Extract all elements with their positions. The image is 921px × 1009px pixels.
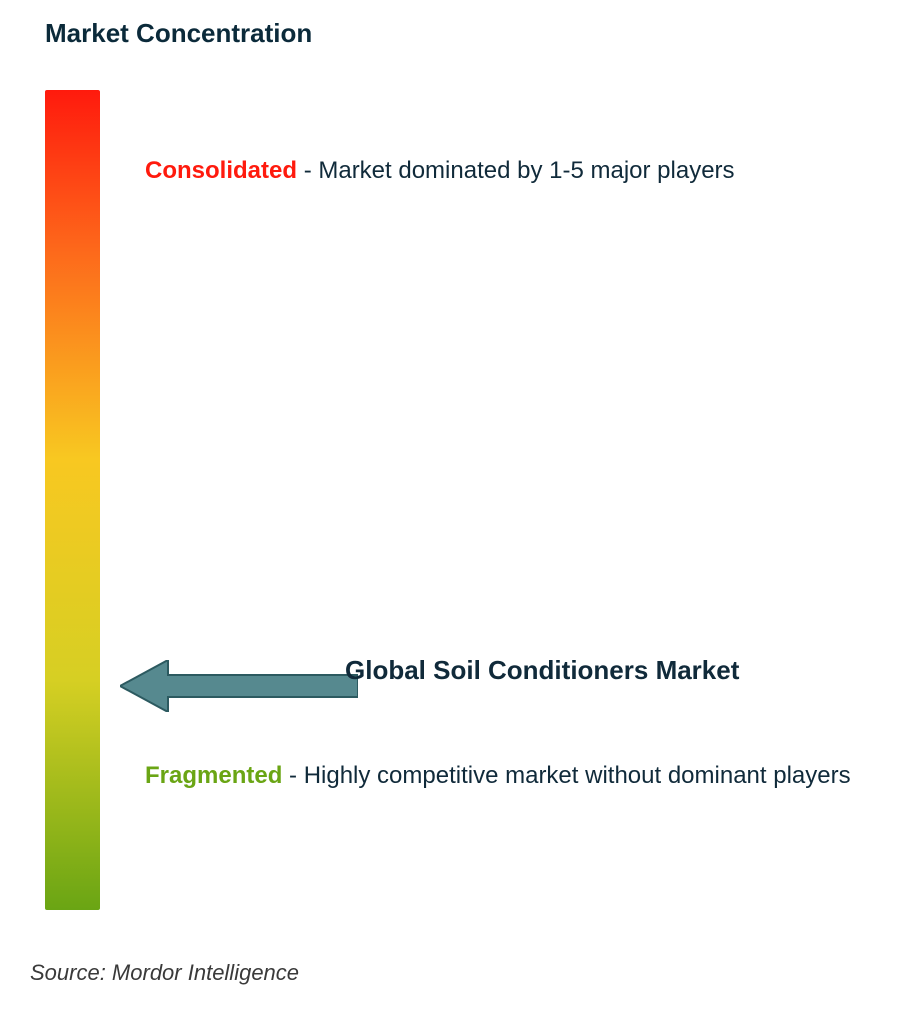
market-name-label: Global Soil Conditioners Market — [345, 655, 739, 686]
fragmented-label-row: Fragmented - Highly competitive market w… — [145, 760, 851, 792]
arrow-icon — [120, 660, 358, 712]
position-arrow — [120, 660, 358, 712]
concentration-gradient-bar — [45, 90, 100, 910]
fragmented-key: Fragmented — [145, 762, 282, 789]
consolidated-description: - Market dominated by 1-5 major players — [304, 157, 735, 184]
fragmented-description: - Highly competitive market without domi… — [289, 762, 851, 789]
chart-title: Market Concentration — [45, 18, 312, 49]
source-attribution: Source: Mordor Intelligence — [30, 960, 299, 986]
consolidated-key: Consolidated — [145, 157, 297, 184]
consolidated-label-row: Consolidated - Market dominated by 1-5 m… — [145, 155, 735, 187]
